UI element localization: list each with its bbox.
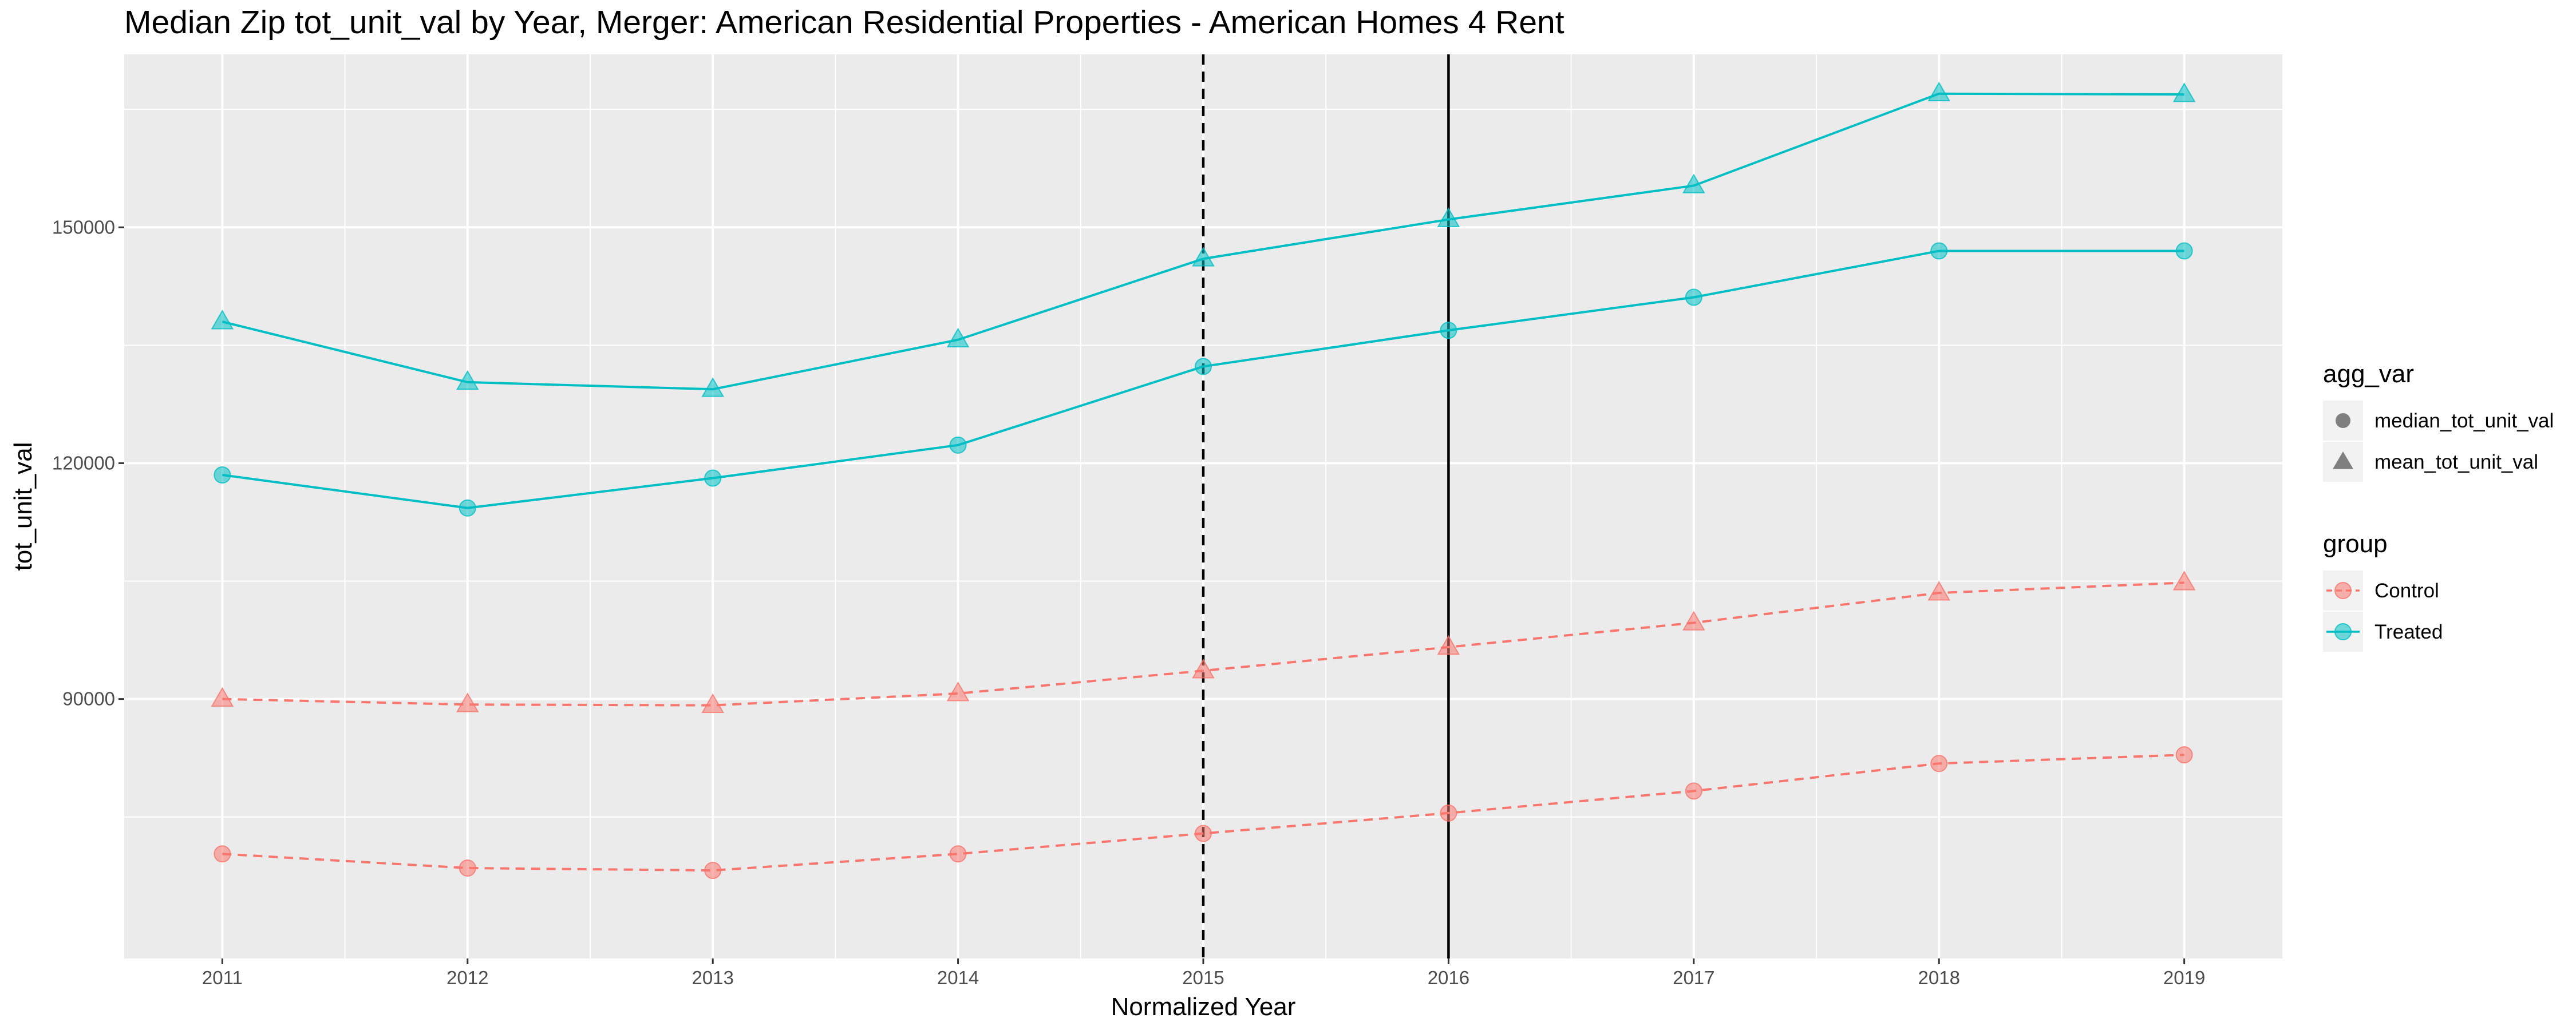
point-control-median: [704, 862, 722, 880]
x-axis-title: Normalized Year: [1111, 993, 1296, 1021]
point-treated-median: [949, 436, 967, 454]
point-treated-median: [1930, 242, 1948, 260]
point-treated-median: [1685, 288, 1702, 306]
point-control-mean: [1437, 635, 1460, 655]
point-treated-median: [704, 469, 722, 487]
axes: 90000 120000 150000 2011 2012 2013 2014 2015 201…: [52, 216, 2205, 988]
point-control-median: [1930, 755, 1948, 772]
legend-label-agg-var: mean_tot_unit_val: [2374, 451, 2538, 473]
y-tick-label: 90000: [62, 688, 115, 710]
point-treated-median: [1195, 358, 1212, 375]
point-treated-mean: [211, 310, 234, 330]
x-tick-label: 2017: [1673, 967, 1714, 988]
point-treated-mean: [456, 370, 479, 390]
x-tick-label: 2015: [1182, 967, 1224, 988]
point-control-mean: [1682, 611, 1705, 631]
point-treated-mean: [701, 377, 724, 397]
point-treated-median: [459, 499, 476, 517]
series-treated-median: [214, 242, 2193, 517]
point-treated-median: [2175, 242, 2193, 260]
point-control-median: [459, 859, 476, 877]
point-control-mean: [946, 681, 970, 702]
legend-label-group: Treated: [2374, 621, 2443, 643]
x-tick-label: 2011: [202, 967, 243, 988]
x-tick-label: 2018: [1918, 967, 1960, 988]
legend-title-group: group: [2323, 530, 2388, 558]
series-treated-mean: [211, 81, 2196, 397]
point-control-median: [949, 845, 967, 863]
point-control-median: [2175, 746, 2193, 764]
legend-key-circle-marker: [2336, 413, 2350, 428]
series-control-median: [214, 746, 2193, 880]
point-control-median: [1440, 804, 1457, 822]
point-treated-mean: [1927, 81, 1951, 102]
legend-label-group: Control: [2374, 580, 2439, 602]
point-control-mean: [456, 692, 479, 712]
legend-title-agg-var: agg_var: [2323, 360, 2414, 388]
y-axis-title: tot_unit_val: [9, 442, 37, 571]
legend-key-triangle-marker: [2333, 451, 2353, 469]
x-tick-label: 2016: [1428, 967, 1469, 988]
legend-label-agg-var: median_tot_unit_val: [2374, 410, 2554, 432]
point-control-mean: [701, 693, 724, 713]
point-control-mean: [1927, 581, 1951, 601]
legend-key-circle: [2334, 623, 2352, 640]
chart-title: Median Zip tot_unit_val by Year, Merger:…: [124, 4, 1564, 41]
point-treated-mean: [1682, 173, 1705, 193]
x-tick-label: 2014: [937, 967, 979, 988]
point-treated-median: [1440, 322, 1457, 339]
point-control-mean: [2172, 571, 2196, 591]
x-tick-label: 2012: [447, 967, 488, 988]
point-control-mean: [211, 687, 234, 707]
point-treated-mean: [946, 327, 970, 348]
point-treated-mean: [1192, 247, 1215, 267]
series-control-mean: [211, 571, 2196, 713]
data-series: [211, 81, 2196, 880]
x-tick-label: 2019: [2163, 967, 2205, 988]
point-control-mean: [1192, 659, 1215, 679]
point-treated-mean: [2172, 82, 2196, 102]
point-control-median: [214, 845, 231, 863]
x-tick-label: 2013: [692, 967, 733, 988]
point-control-median: [1195, 825, 1212, 842]
y-tick-label: 150000: [52, 216, 115, 237]
legend-key-circle: [2334, 582, 2352, 599]
point-control-median: [1685, 782, 1702, 800]
y-tick-label: 120000: [52, 452, 115, 473]
point-treated-median: [214, 466, 231, 484]
legend: agg_var median_tot_unit_val mean_tot_unit_…: [2323, 360, 2554, 652]
point-treated-mean: [1437, 207, 1460, 227]
